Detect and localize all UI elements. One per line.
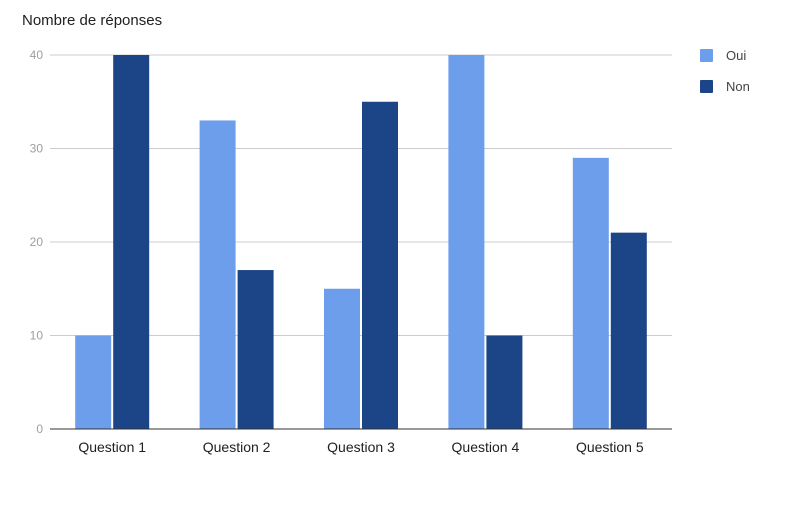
x-tick-label: Question 3 — [327, 439, 395, 455]
bar-non-3 — [362, 101, 398, 429]
y-tick-label: 10 — [30, 329, 44, 343]
bar-oui-4 — [448, 55, 485, 429]
x-tick-label: Question 5 — [576, 439, 644, 455]
bar-oui-2 — [199, 120, 236, 429]
bar-oui-3 — [324, 288, 360, 429]
chart-title: Nombre de réponses — [22, 12, 162, 29]
bar-non-1 — [113, 55, 150, 429]
legend-swatch-non — [700, 80, 713, 93]
y-tick-label: 0 — [36, 422, 43, 436]
legend: Oui Non — [700, 48, 750, 94]
gridlines — [50, 54, 672, 336]
legend-label-oui: Oui — [726, 48, 746, 63]
x-axis: Question 1 Question 2 Question 3 Question 4… — [78, 439, 644, 455]
y-tick-label: 30 — [30, 142, 44, 156]
x-tick-label: Question 4 — [452, 439, 520, 455]
bar-oui-5 — [572, 157, 609, 429]
bar-non-2 — [237, 270, 274, 429]
bar-non-5 — [610, 232, 647, 429]
x-tick-label: Question 1 — [78, 439, 146, 455]
y-tick-label: 40 — [30, 48, 44, 62]
y-axis: 0 10 20 30 40 — [30, 48, 44, 436]
bars — [75, 55, 647, 429]
bar-oui-1 — [75, 335, 112, 429]
x-tick-label: Question 2 — [203, 439, 271, 455]
y-tick-label: 20 — [30, 235, 44, 249]
bar-non-4 — [486, 335, 523, 429]
legend-label-non: Non — [726, 79, 750, 94]
legend-swatch-oui — [700, 49, 713, 62]
